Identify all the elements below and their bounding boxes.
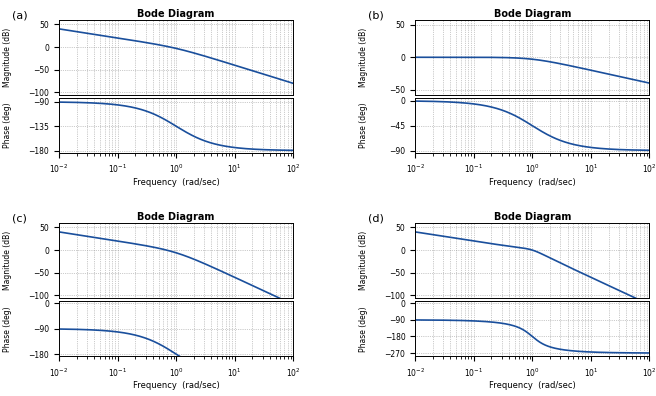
Text: (c): (c) [12,214,27,224]
Y-axis label: Magnitude (dB): Magnitude (dB) [359,230,368,290]
Title: Bode Diagram: Bode Diagram [138,212,215,222]
Text: (b): (b) [368,11,384,21]
Y-axis label: Magnitude (dB): Magnitude (dB) [3,28,12,87]
X-axis label: Frequency  (rad/sec): Frequency (rad/sec) [133,381,220,390]
Y-axis label: Magnitude (dB): Magnitude (dB) [3,230,12,290]
Y-axis label: Phase (deg): Phase (deg) [359,103,368,148]
X-axis label: Frequency  (rad/sec): Frequency (rad/sec) [489,178,576,187]
X-axis label: Frequency  (rad/sec): Frequency (rad/sec) [489,381,576,390]
Y-axis label: Magnitude (dB): Magnitude (dB) [359,28,368,87]
Text: (a): (a) [12,11,28,21]
Y-axis label: Phase (deg): Phase (deg) [3,103,12,148]
X-axis label: Frequency  (rad/sec): Frequency (rad/sec) [133,178,220,187]
Title: Bode Diagram: Bode Diagram [493,9,571,19]
Y-axis label: Phase (deg): Phase (deg) [359,306,368,352]
Title: Bode Diagram: Bode Diagram [138,9,215,19]
Title: Bode Diagram: Bode Diagram [493,212,571,222]
Text: (d): (d) [368,214,384,224]
Y-axis label: Phase (deg): Phase (deg) [3,306,12,352]
